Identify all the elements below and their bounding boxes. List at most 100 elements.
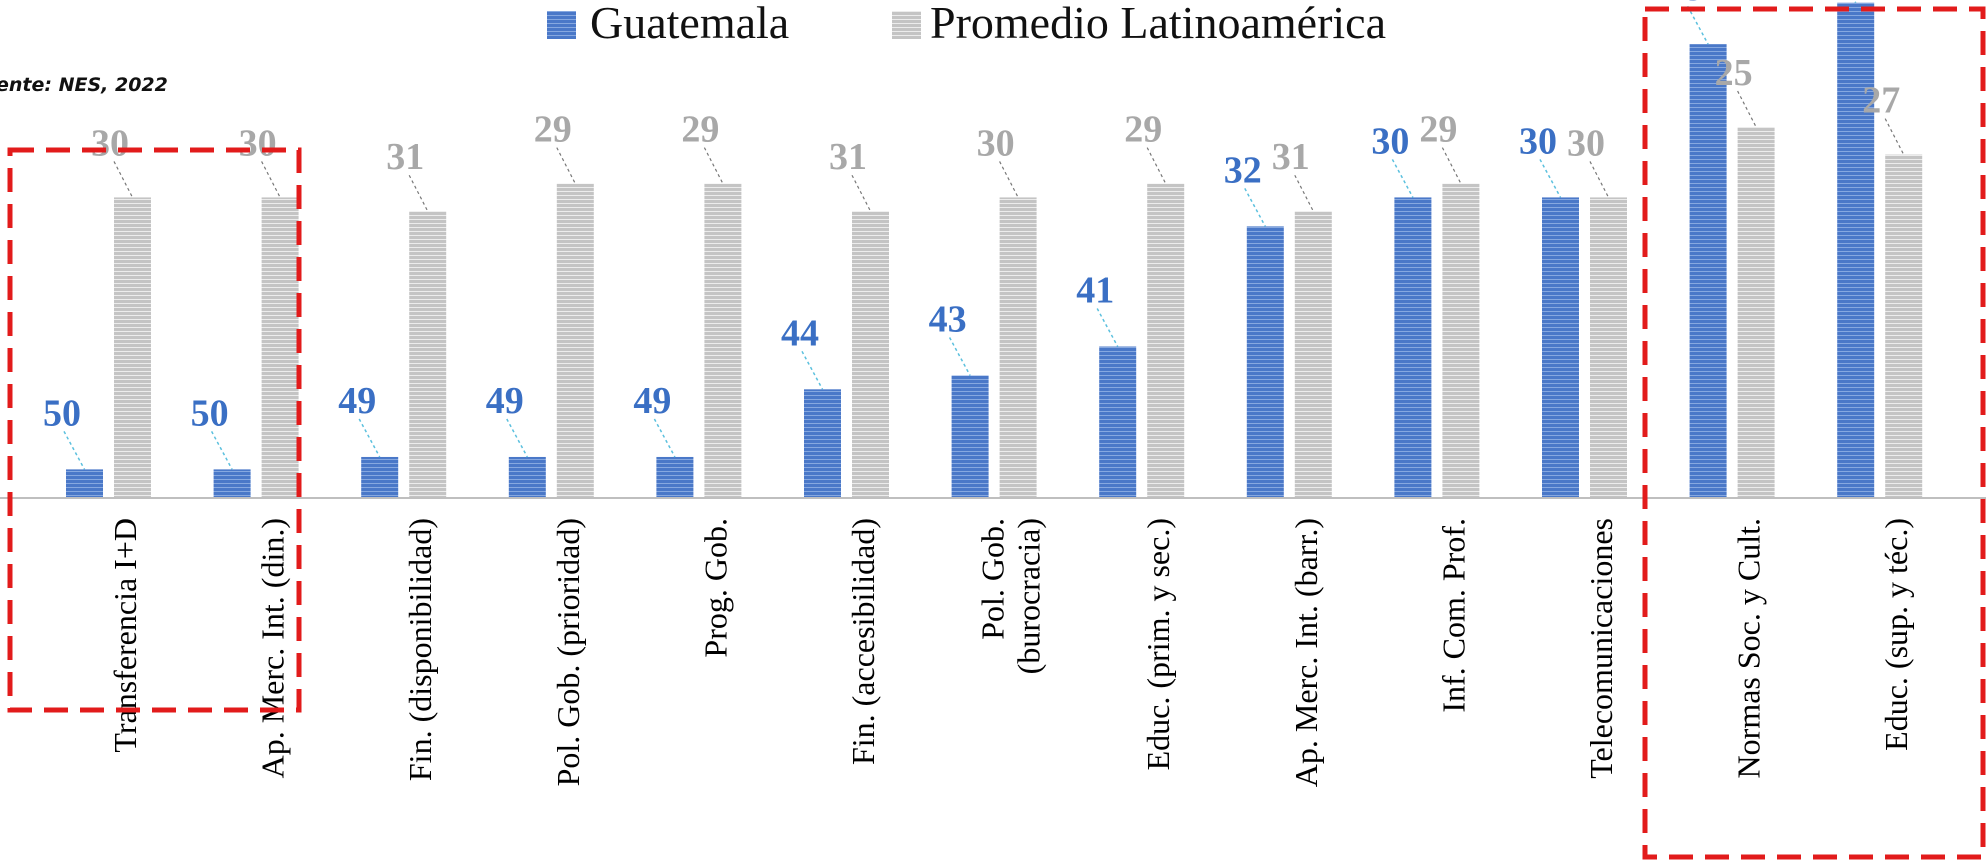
category-label-line: Fin. (disponibilidad) bbox=[402, 518, 438, 781]
bar-promedio bbox=[1885, 154, 1923, 497]
bar-guatemala bbox=[361, 456, 399, 497]
category-label: Ap. Merc. Int. (din.) bbox=[255, 518, 291, 778]
leader-line-guatemala bbox=[1391, 159, 1414, 198]
leader-line-guatemala bbox=[1244, 188, 1266, 227]
leader-line-guatemala bbox=[1096, 308, 1119, 347]
category-label: Educ. (sup. y téc.) bbox=[1878, 518, 1914, 751]
leader-line-promedio bbox=[851, 174, 872, 212]
leader-line-guatemala bbox=[63, 431, 86, 470]
category-label-line: Pol. Gob. bbox=[975, 518, 1011, 640]
leader-line-promedio bbox=[1294, 174, 1314, 212]
leader-lines-layer bbox=[63, 0, 1905, 470]
leader-line-promedio bbox=[1737, 90, 1757, 128]
bar-guatemala bbox=[951, 375, 989, 497]
bar-promedio bbox=[556, 183, 594, 497]
leader-line-promedio bbox=[261, 161, 281, 198]
value-label-guatemala: 49 bbox=[486, 380, 524, 422]
leader-line-promedio bbox=[703, 147, 724, 184]
value-label-promedio: 29 bbox=[1124, 109, 1162, 151]
category-label: Fin. (accesibilidad) bbox=[845, 518, 881, 765]
value-label-guatemala: 44 bbox=[781, 312, 819, 354]
leader-line-promedio bbox=[113, 161, 134, 198]
leader-line-guatemala bbox=[210, 431, 233, 470]
value-label-promedio: 27 bbox=[1862, 80, 1900, 122]
leader-line-guatemala bbox=[506, 418, 528, 458]
category-label-line: Inf. Com. Prof. bbox=[1435, 518, 1471, 713]
leader-line-guatemala bbox=[801, 350, 824, 390]
bar-guatemala bbox=[656, 456, 694, 497]
value-label-guatemala: 30 bbox=[1519, 120, 1557, 162]
bar-promedio bbox=[114, 197, 151, 498]
bar-promedio bbox=[1590, 197, 1627, 498]
legend-label-guatemala: Guatemala bbox=[590, 0, 789, 48]
leader-line-guatemala bbox=[1539, 159, 1562, 198]
leader-line-promedio bbox=[999, 161, 1019, 198]
value-label-promedio: 29 bbox=[681, 109, 719, 151]
category-label: Normas Soc. y Cult. bbox=[1731, 518, 1767, 778]
value-label-promedio: 29 bbox=[534, 109, 572, 151]
category-label-line: Pol. Gob. (prioridad) bbox=[550, 518, 586, 786]
leader-line-promedio bbox=[408, 174, 429, 212]
value-label-promedio: 25 bbox=[1715, 52, 1753, 94]
legend-item-promedio: Promedio Latinoamérica bbox=[892, 0, 1386, 48]
leader-line-promedio bbox=[1146, 147, 1167, 184]
bar-promedio bbox=[1294, 211, 1332, 497]
value-label-guatemala: 43 bbox=[929, 299, 967, 341]
category-label-line: Transferencia I+D bbox=[107, 518, 143, 753]
bar-promedio bbox=[852, 211, 889, 497]
legend-label-promedio: Promedio Latinoamérica bbox=[930, 0, 1386, 48]
category-label: Educ. (prim. y sec.) bbox=[1140, 518, 1176, 770]
leader-line-promedio bbox=[1884, 118, 1905, 155]
category-label: Prog. Gob. bbox=[697, 518, 733, 658]
category-label-line: Prog. Gob. bbox=[697, 518, 733, 658]
legend-swatch-promedio bbox=[892, 11, 921, 39]
bar-guatemala bbox=[508, 456, 546, 497]
bar-promedio bbox=[999, 197, 1037, 498]
bar-promedio bbox=[261, 197, 299, 498]
leader-line-guatemala bbox=[653, 418, 676, 458]
leader-line-promedio bbox=[1441, 147, 1462, 184]
legend-swatch-guatemala bbox=[547, 11, 576, 39]
leader-line-guatemala bbox=[1853, 0, 1857, 4]
category-label-line: Normas Soc. y Cult. bbox=[1731, 518, 1767, 778]
value-label-promedio: 30 bbox=[91, 122, 129, 164]
value-label-guatemala: 30 bbox=[1371, 120, 1409, 162]
bar-guatemala bbox=[1099, 346, 1137, 497]
value-label-promedio: 30 bbox=[239, 122, 277, 164]
category-label: Pol. Gob.(burocracia) bbox=[975, 518, 1047, 674]
bar-promedio bbox=[1442, 183, 1480, 497]
value-label-guatemala: 19 bbox=[1667, 0, 1705, 9]
highlight-box bbox=[7, 147, 302, 713]
category-label: Inf. Com. Prof. bbox=[1435, 518, 1471, 713]
highlight-box bbox=[1642, 6, 1986, 860]
category-label-line: Educ. (prim. y sec.) bbox=[1140, 518, 1176, 770]
value-label-promedio: 30 bbox=[1567, 122, 1605, 164]
value-label-promedio: 31 bbox=[829, 136, 867, 178]
bar-promedio bbox=[409, 211, 447, 497]
leader-line-guatemala bbox=[358, 418, 381, 458]
value-label-promedio: 31 bbox=[1272, 136, 1310, 178]
category-label-line: Ap. Merc. Int. (din.) bbox=[255, 518, 291, 778]
bar-guatemala bbox=[1837, 2, 1875, 498]
value-label-promedio: 31 bbox=[386, 136, 424, 178]
value-label-guatemala: 49 bbox=[338, 380, 376, 422]
category-labels-layer: Transferencia I+D Ap. Merc. Int. (din.) Fi… bbox=[107, 518, 1914, 787]
bar-guatemala bbox=[66, 469, 103, 497]
legend-item-guatemala: Guatemala bbox=[547, 0, 789, 48]
value-label-guatemala: 50 bbox=[191, 392, 229, 434]
category-label: Transferencia I+D bbox=[107, 518, 143, 753]
bar-promedio bbox=[1737, 127, 1775, 497]
leader-line-guatemala bbox=[948, 337, 971, 376]
value-label-guatemala: 49 bbox=[633, 380, 671, 422]
bar-guatemala bbox=[1394, 197, 1432, 498]
bar-guatemala bbox=[1542, 197, 1579, 498]
legend: Guatemala Promedio Latinoamérica bbox=[547, 0, 1386, 48]
bar-guatemala bbox=[804, 389, 841, 497]
leader-line-promedio bbox=[1589, 161, 1610, 198]
value-label-promedio: 30 bbox=[977, 122, 1015, 164]
bar-promedio bbox=[1147, 183, 1185, 497]
category-label-line: (burocracia) bbox=[1011, 518, 1047, 674]
category-label: Telecomunicaciones bbox=[1583, 518, 1619, 779]
